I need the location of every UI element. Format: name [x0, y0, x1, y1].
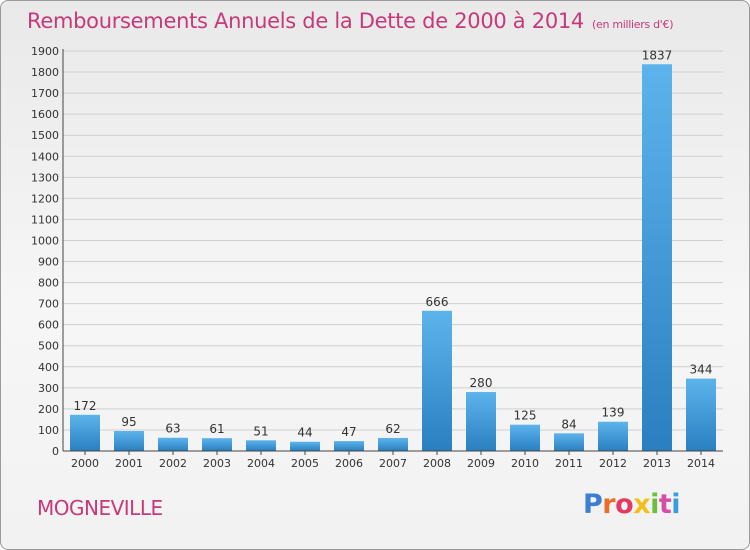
chart-title: Remboursements Annuels de la Dette de 20…	[27, 9, 673, 33]
x-tick-label: 2000	[71, 457, 99, 470]
logo-letter: t	[658, 489, 672, 520]
x-tick-label: 2011	[555, 457, 583, 470]
bar	[202, 438, 232, 451]
y-tick-label: 900	[38, 256, 59, 269]
y-tick-label: 500	[38, 340, 59, 353]
x-tick-label: 2012	[599, 457, 627, 470]
bar	[70, 414, 100, 451]
bar	[378, 437, 408, 451]
bar	[510, 424, 540, 451]
x-tick-label: 2007	[379, 457, 407, 470]
y-tick-label: 1400	[31, 150, 59, 163]
bar-value-label: 344	[690, 363, 713, 377]
x-tick-label: 2010	[511, 457, 539, 470]
x-tick-label: 2014	[687, 457, 715, 470]
y-tick-label: 1100	[31, 213, 59, 226]
bar-value-label: 280	[470, 376, 493, 390]
x-tick-label: 2004	[247, 457, 275, 470]
logo-letter: i	[650, 489, 659, 520]
bar	[642, 64, 672, 451]
commune-name: MOGNEVILLE	[37, 496, 163, 520]
bar	[334, 441, 364, 451]
logo-letter: P	[583, 489, 603, 520]
x-tick-label: 2003	[203, 457, 231, 470]
bar	[686, 378, 716, 451]
bar-value-label: 1837	[642, 48, 673, 62]
x-tick-label: 2002	[159, 457, 187, 470]
bar-value-label: 51	[253, 424, 268, 438]
y-tick-label: 200	[38, 403, 59, 416]
y-tick-label: 700	[38, 298, 59, 311]
x-tick-label: 2013	[643, 457, 671, 470]
chart-unit: (en milliers d'€)	[592, 18, 674, 31]
bar	[158, 437, 188, 451]
y-tick-label: 1500	[31, 129, 59, 142]
bar	[114, 431, 144, 451]
bar-value-label: 172	[74, 399, 97, 413]
x-tick-label: 2008	[423, 457, 451, 470]
bar	[466, 392, 496, 451]
y-tick-label: 0	[52, 445, 59, 458]
x-tick-label: 2006	[335, 457, 363, 470]
bar	[554, 433, 584, 451]
y-tick-label: 600	[38, 319, 59, 332]
y-tick-label: 300	[38, 382, 59, 395]
bar	[422, 310, 452, 451]
bar-value-label: 95	[121, 415, 136, 429]
bar-value-label: 666	[426, 295, 449, 309]
y-tick-label: 1800	[31, 66, 59, 79]
y-tick-label: 400	[38, 361, 59, 374]
chart-title-text: Remboursements Annuels de la Dette de 20…	[27, 9, 584, 33]
bar	[598, 421, 628, 451]
y-tick-label: 1700	[31, 87, 59, 100]
logo-letter: r	[602, 489, 616, 520]
logo-letter: x	[633, 489, 651, 520]
y-tick-label: 1600	[31, 108, 59, 121]
bar-value-label: 63	[165, 422, 180, 436]
x-tick-label: 2009	[467, 457, 495, 470]
bar-value-label: 61	[209, 422, 224, 436]
x-tick-label: 2001	[115, 457, 143, 470]
y-tick-label: 1200	[31, 192, 59, 205]
x-tick-label: 2005	[291, 457, 319, 470]
bar-value-label: 44	[297, 426, 312, 440]
y-tick-label: 1300	[31, 171, 59, 184]
y-tick-label: 1000	[31, 234, 59, 247]
y-tick-label: 800	[38, 277, 59, 290]
bar-value-label: 139	[602, 406, 625, 420]
bar	[246, 440, 276, 451]
y-tick-label: 1900	[31, 45, 59, 58]
bar-value-label: 125	[514, 409, 537, 423]
logo-letter: i	[671, 489, 681, 520]
logo-letter: o	[615, 489, 634, 520]
proxiti-logo: Proxiti	[583, 489, 681, 520]
bar	[290, 441, 320, 451]
bar-value-label: 47	[341, 425, 356, 439]
bar-value-label: 62	[385, 422, 400, 436]
y-tick-label: 100	[38, 424, 59, 437]
bar-value-label: 84	[561, 417, 576, 431]
